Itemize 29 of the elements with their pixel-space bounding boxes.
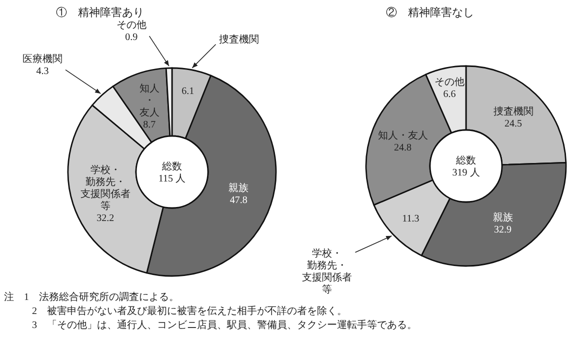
slice-label: 親族 (492, 212, 513, 224)
slice-label: 親族 (228, 182, 249, 194)
text: 総数 115 人 (158, 160, 186, 184)
slice-label: 知人・友人 (378, 129, 428, 142)
data-label: 11.3 (402, 214, 420, 225)
slice-label: 知人・友人 (139, 82, 160, 118)
slice-label: 捜査機関 (493, 106, 534, 118)
slice-label: 捜査機関 (218, 33, 259, 46)
text: 2 被害申告がない者及び最初に被害を伝えた相手が不詳の者を除く。 (32, 305, 347, 317)
text: 総数 319 人 (452, 154, 480, 178)
chart-title: ① 精神障害あり (56, 6, 144, 19)
slice-label: その他 (434, 76, 465, 88)
data-label: 24.5 (504, 118, 522, 130)
text: 3 「その他」は、通行人、コンビニ店員、駅員、警備員、タクシー運転手等である。 (32, 319, 417, 331)
slice-label: 学校・勤務先・支援関係者等 (302, 247, 352, 296)
slice-label: 医療機関 (22, 52, 63, 65)
data-label: 8.7 (143, 119, 156, 130)
data-label: 4.3 (36, 66, 49, 77)
chart-title: ② 精神障害なし (386, 6, 474, 19)
data-label: 32.9 (494, 224, 512, 236)
text: 注 1 法務総合研究所の調査による。 (4, 291, 179, 303)
data-label: 0.9 (125, 32, 138, 44)
data-label: 47.8 (230, 195, 248, 206)
data-label: 32.2 (96, 213, 114, 224)
slice-label: その他 (116, 19, 146, 32)
data-label: 6.6 (443, 89, 456, 100)
data-label: 24.8 (394, 142, 412, 154)
data-label: 6.1 (182, 86, 194, 97)
slice-label: 学校・勤務先・支援関係者等 (80, 164, 130, 212)
